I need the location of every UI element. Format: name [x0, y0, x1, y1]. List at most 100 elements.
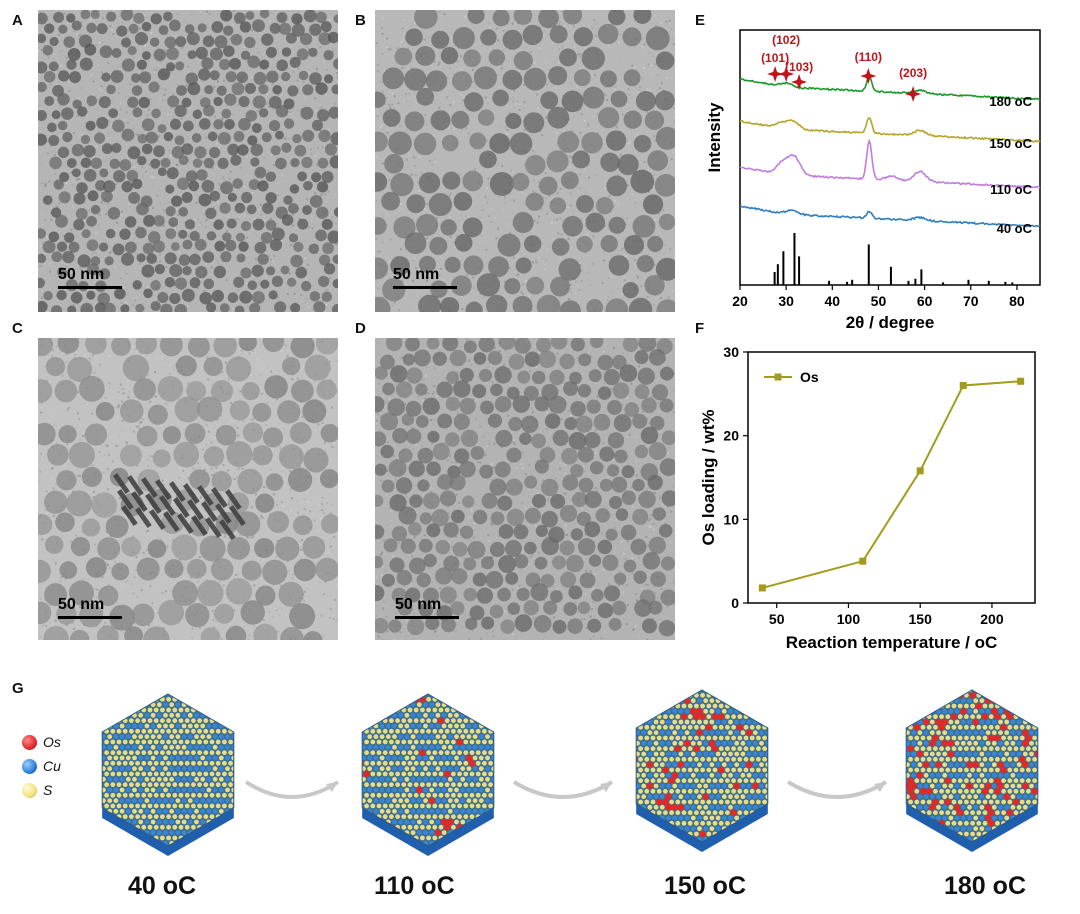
s-atom [706, 778, 712, 784]
s-atom [444, 792, 450, 798]
cu-atom [954, 730, 960, 736]
nanoparticle [573, 27, 593, 47]
cu-atom [721, 804, 727, 810]
s-atom [364, 760, 369, 766]
s-atom [622, 821, 624, 826]
nanoparticle [252, 445, 273, 466]
nanoparticle [465, 301, 483, 312]
nanoparticle [418, 294, 441, 312]
nanoparticle [178, 229, 188, 239]
cu-atom [721, 740, 727, 746]
nanoparticle [252, 291, 265, 304]
s-atom [737, 703, 743, 709]
s-atom [426, 718, 431, 724]
cu-atom [194, 798, 199, 804]
s-atom [1016, 762, 1022, 768]
s-atom [721, 794, 727, 800]
cu-atom [225, 776, 230, 782]
s-atom [110, 835, 116, 841]
nanoparticle [44, 96, 55, 106]
cu-atom [1042, 688, 1047, 693]
s-atom [404, 776, 410, 782]
s-atom [951, 746, 957, 752]
s-atom [772, 752, 777, 757]
s-atom [976, 788, 982, 794]
cu-atom [936, 740, 941, 746]
cu-atom [379, 787, 385, 793]
nanoparticle [137, 155, 147, 166]
nanoparticle [265, 192, 277, 204]
nanoparticle [257, 180, 269, 192]
s-atom [703, 815, 709, 821]
s-atom [945, 724, 951, 730]
s-atom [348, 836, 350, 841]
s-atom [184, 824, 190, 830]
s-atom [687, 735, 693, 741]
s-atom [752, 836, 758, 842]
cu-atom [917, 794, 923, 800]
s-atom [709, 826, 715, 832]
s-atom [700, 799, 705, 805]
cu-atom [379, 744, 385, 750]
s-atom [1032, 831, 1037, 837]
s-atom [132, 755, 137, 761]
cu-atom [1029, 762, 1034, 768]
cu-atom [398, 840, 404, 846]
s-atom [413, 750, 419, 756]
s-atom [638, 703, 643, 709]
s-atom [401, 771, 407, 777]
s-atom [184, 696, 190, 702]
s-atom [194, 819, 199, 825]
nanoparticle [275, 536, 300, 561]
nanoparticle [576, 194, 594, 213]
cu-atom [973, 804, 979, 810]
cu-atom [498, 830, 503, 835]
s-atom [141, 750, 147, 756]
cu-atom [746, 836, 752, 842]
s-atom [385, 808, 391, 814]
nanoparticle [587, 618, 602, 633]
cu-atom [893, 720, 898, 725]
nanoparticle [405, 428, 422, 444]
nanoparticle [309, 194, 323, 208]
s-atom [362, 814, 363, 820]
nanoparticle [516, 587, 530, 601]
nanoparticle [539, 447, 556, 463]
s-atom [908, 842, 913, 847]
nanoparticle [431, 509, 449, 527]
s-atom [743, 692, 749, 698]
nanoparticle [73, 192, 86, 205]
s-atom [694, 778, 699, 784]
s-atom [113, 755, 119, 761]
s-atom [929, 836, 935, 842]
os-atom [994, 734, 1001, 742]
nanoparticle [102, 302, 116, 312]
s-atom [129, 803, 134, 809]
s-atom [945, 735, 951, 741]
nanoparticle [198, 193, 212, 207]
nanoparticle [72, 99, 82, 109]
s-atom [721, 708, 727, 714]
s-atom [178, 728, 184, 734]
nanoparticle [316, 181, 329, 193]
s-atom [475, 792, 481, 798]
cu-atom [948, 762, 954, 768]
nanoparticle [387, 398, 406, 417]
s-atom [929, 730, 935, 736]
nanoparticle [66, 158, 77, 168]
s-atom [749, 767, 755, 773]
nanoparticle [240, 220, 252, 232]
nanoparticle [380, 444, 394, 459]
nanoparticle [568, 585, 583, 600]
cu-atom [125, 734, 131, 740]
cu-atom [899, 762, 904, 767]
nanoparticle [432, 351, 447, 366]
cu-atom [684, 783, 690, 789]
s-atom [215, 750, 221, 756]
s-atom [469, 696, 475, 702]
s-atom [656, 778, 662, 784]
s-atom [379, 694, 385, 697]
cu-atom [666, 762, 671, 768]
nanoparticle [203, 278, 215, 290]
cu-atom [911, 836, 917, 842]
